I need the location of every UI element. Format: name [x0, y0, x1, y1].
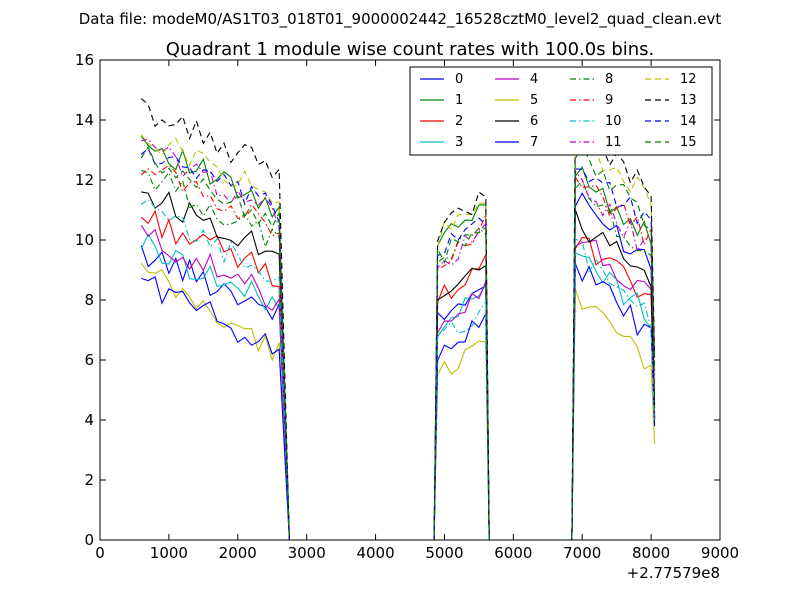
legend-label-7: 7: [530, 135, 538, 150]
axis-ticks: 0 1000 2000 3000 4000 5000 6000 7000 8000 9000 0 2 4…: [75, 51, 739, 562]
y-tick-label: 12: [75, 171, 94, 189]
series-lines: [140, 98, 656, 541]
series-line-10: [140, 198, 656, 541]
x-tick-label: 2000: [219, 544, 257, 562]
series-line-2: [140, 209, 656, 541]
series-line-7: [141, 263, 656, 541]
y-tick-label: 4: [84, 411, 94, 429]
legend-label-13: 13: [680, 93, 697, 108]
legend-label-0: 0: [455, 72, 463, 87]
x-tick-label: 9000: [701, 544, 739, 562]
x-tick-label: 3000: [288, 544, 326, 562]
x-tick-label: 1000: [150, 544, 188, 562]
legend-label-9: 9: [605, 93, 613, 108]
x-tick-label: 6000: [494, 544, 532, 562]
x-tick-label: 7000: [563, 544, 601, 562]
x-tick-label: 4000: [356, 544, 394, 562]
figure-suptitle: Data file: modeM0/AS1T03_018T01_90000024…: [79, 10, 722, 29]
legend-label-10: 10: [605, 114, 622, 129]
y-tick-label: 8: [84, 291, 94, 309]
series-line-1: [140, 135, 656, 541]
legend-label-5: 5: [530, 93, 538, 108]
y-tick-label: 16: [75, 51, 94, 69]
legend-label-8: 8: [605, 72, 613, 87]
series-line-5: [140, 262, 656, 541]
legend-label-6: 6: [530, 114, 538, 129]
x-tick-label: 5000: [425, 544, 463, 562]
x-tick-label: 8000: [632, 544, 670, 562]
series-line-3: [140, 233, 656, 541]
y-tick-label: 2: [84, 471, 94, 489]
series-line-14: [140, 147, 656, 541]
y-tick-label: 0: [84, 531, 94, 549]
legend-label-14: 14: [680, 114, 697, 129]
series-line-4: [140, 225, 656, 541]
legend-label-4: 4: [530, 72, 538, 87]
chart-title: Quadrant 1 module wise count rates with …: [166, 39, 655, 60]
legend-label-2: 2: [455, 114, 463, 129]
legend-label-12: 12: [680, 72, 697, 87]
y-tick-label: 6: [84, 351, 94, 369]
y-tick-label: 14: [75, 111, 94, 129]
legend-label-1: 1: [455, 93, 463, 108]
x-tick-label: 0: [95, 544, 105, 562]
x-axis-offset-label: +2.77579e8: [627, 564, 720, 582]
series-line-8: [141, 169, 656, 541]
series-line-9: [140, 164, 656, 541]
legend-label-3: 3: [455, 135, 463, 150]
series-line-15: [140, 145, 656, 541]
series-line-13: [140, 98, 656, 541]
legend-label-11: 11: [605, 135, 622, 150]
series-line-12: [140, 131, 656, 541]
y-tick-label: 10: [75, 231, 94, 249]
series-line-11: [141, 138, 656, 541]
legend-box: [409, 66, 713, 156]
legend-label-15: 15: [680, 135, 697, 150]
